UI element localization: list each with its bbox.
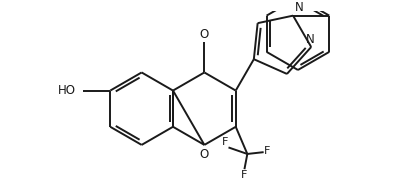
Text: HO: HO xyxy=(58,84,76,97)
Text: F: F xyxy=(221,137,228,147)
Text: F: F xyxy=(265,146,271,156)
Text: N: N xyxy=(306,33,315,46)
Text: O: O xyxy=(200,28,209,41)
Text: O: O xyxy=(200,148,209,161)
Text: N: N xyxy=(295,1,303,14)
Text: F: F xyxy=(241,170,248,180)
